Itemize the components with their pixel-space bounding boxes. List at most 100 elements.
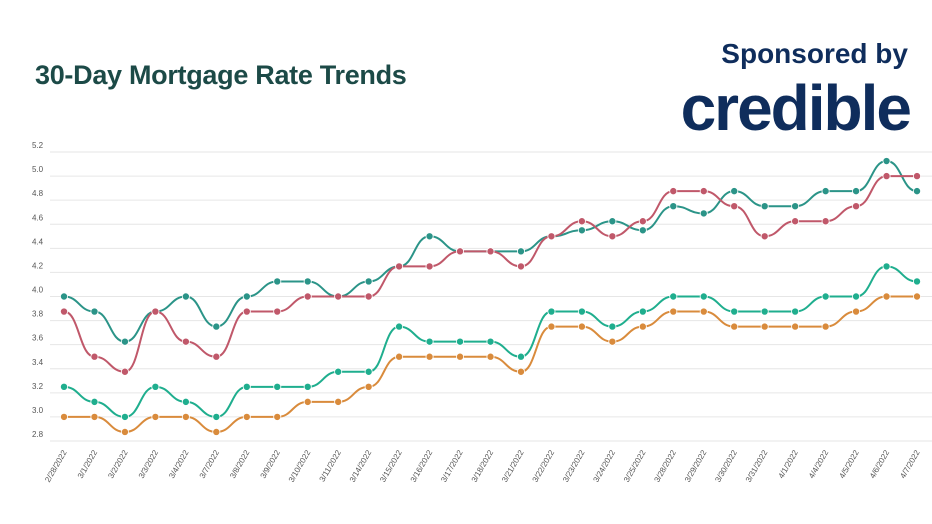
data-point [120, 412, 129, 421]
data-point [60, 382, 69, 391]
series-line-2 [63, 175, 917, 373]
data-point [699, 292, 708, 301]
x-tick-label: 3/9/2022 [259, 448, 283, 480]
data-point [486, 352, 495, 361]
x-tick-label: 4/6/2022 [868, 448, 892, 480]
data-point [760, 322, 769, 331]
data-point [882, 157, 891, 166]
x-tick-label: 3/14/2022 [348, 448, 374, 484]
data-point [395, 352, 404, 361]
data-point [273, 277, 282, 286]
data-point [425, 232, 434, 241]
data-point [760, 202, 769, 211]
data-point [395, 262, 404, 271]
x-tick-label: 3/11/2022 [318, 448, 344, 483]
data-point [486, 247, 495, 256]
data-point [151, 307, 160, 316]
x-tick-label: 3/18/2022 [470, 448, 496, 484]
data-point [181, 397, 190, 406]
data-point [242, 412, 251, 421]
data-point [60, 292, 69, 301]
data-point [486, 337, 495, 346]
data-point [547, 322, 556, 331]
data-point [516, 367, 525, 376]
x-tick-label: 3/17/2022 [439, 448, 465, 484]
x-tick-label: 4/1/2022 [777, 448, 801, 480]
x-tick-label: 3/31/2022 [744, 448, 770, 484]
x-tick-label: 3/28/2022 [652, 448, 678, 484]
data-point [456, 352, 465, 361]
credible-logo: credible [680, 72, 912, 144]
data-point [608, 322, 617, 331]
x-tick-label: 3/29/2022 [683, 448, 709, 484]
data-point [425, 337, 434, 346]
data-point [852, 202, 861, 211]
y-tick-label: 4.2 [32, 261, 44, 270]
data-point [638, 217, 647, 226]
data-point [608, 337, 617, 346]
data-point [303, 382, 312, 391]
y-tick-label: 3.4 [32, 358, 44, 367]
y-tick-label: 4.8 [32, 189, 44, 198]
x-tick-label: 3/22/2022 [531, 448, 557, 484]
data-point [303, 292, 312, 301]
data-point [821, 187, 830, 196]
data-point [913, 187, 922, 196]
data-point [212, 427, 221, 436]
x-tick-label: 3/30/2022 [713, 448, 739, 484]
data-point [90, 412, 99, 421]
data-point [242, 382, 251, 391]
x-tick-label: 3/23/2022 [561, 448, 587, 484]
data-point [303, 277, 312, 286]
data-point [334, 397, 343, 406]
data-point [638, 322, 647, 331]
y-tick-label: 5.0 [32, 165, 44, 174]
data-point [90, 397, 99, 406]
data-point [913, 277, 922, 286]
x-tick-label: 3/2/2022 [106, 448, 130, 480]
data-point [699, 187, 708, 196]
data-point [425, 352, 434, 361]
data-point [242, 292, 251, 301]
sponsor-label: Sponsored by [721, 38, 908, 69]
data-point [547, 232, 556, 241]
data-point [364, 382, 373, 391]
y-tick-label: 5.2 [32, 141, 44, 150]
data-point [425, 262, 434, 271]
y-tick-label: 3.6 [32, 334, 44, 343]
data-point [364, 292, 373, 301]
data-point [760, 307, 769, 316]
data-point [516, 262, 525, 271]
data-point [821, 292, 830, 301]
data-point [181, 292, 190, 301]
x-tick-label: 4/4/2022 [807, 448, 831, 480]
y-tick-label: 4.4 [32, 237, 44, 246]
chart-title: 30-Day Mortgage Rate Trends [35, 60, 407, 90]
data-point [547, 307, 556, 316]
data-point [852, 292, 861, 301]
data-point [760, 232, 769, 241]
data-point [791, 322, 800, 331]
y-tick-label: 4.0 [32, 286, 44, 295]
data-point [151, 382, 160, 391]
data-point [669, 307, 678, 316]
y-tick-label: 3.8 [32, 310, 44, 319]
data-point [638, 307, 647, 316]
data-point [699, 307, 708, 316]
data-point [913, 292, 922, 301]
data-point [730, 202, 739, 211]
x-tick-label: 3/15/2022 [378, 448, 404, 484]
data-point [882, 262, 891, 271]
data-point [882, 292, 891, 301]
x-tick-label: 3/7/2022 [198, 448, 222, 480]
data-point [120, 427, 129, 436]
y-tick-label: 3.2 [32, 382, 44, 391]
data-point [821, 217, 830, 226]
x-tick-label: 3/8/2022 [228, 448, 252, 480]
data-point [882, 172, 891, 181]
data-point [577, 307, 586, 316]
data-point [90, 352, 99, 361]
x-tick-label: 4/5/2022 [837, 448, 861, 480]
x-tick-label: 2/28/2022 [43, 448, 69, 484]
